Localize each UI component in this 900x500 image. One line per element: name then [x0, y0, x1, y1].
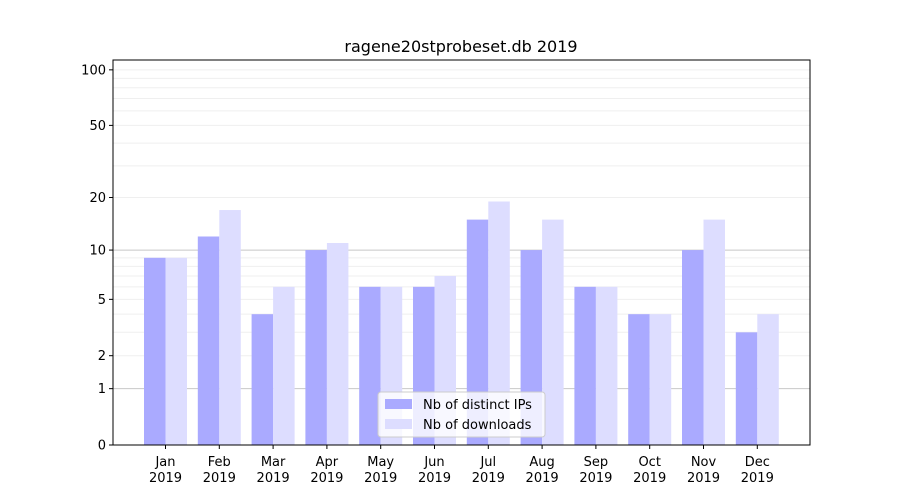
legend: Nb of distinct IPs Nb of downloads: [377, 391, 546, 438]
y-tick-label: 0: [98, 439, 106, 454]
bar-downloads: [326, 243, 349, 445]
bar-downloads: [595, 286, 618, 445]
bar-downloads: [488, 201, 510, 445]
chart-title: ragene20stprobeset.db 2019: [344, 37, 577, 56]
x-tick-label-month: Sep: [584, 455, 609, 470]
bar-distinct-ips: [628, 314, 650, 445]
bar-distinct-ips: [305, 250, 327, 445]
bar-downloads: [165, 257, 187, 445]
legend-swatch: [385, 399, 412, 409]
x-tick-label-month: May: [367, 455, 394, 470]
x-tick-label-year: 2019: [149, 471, 182, 486]
x-tick-label-month: Oct: [638, 455, 660, 470]
y-tick-label: 1: [98, 382, 106, 397]
legend-label: Nb of downloads: [423, 418, 532, 433]
x-tick-label-month: Feb: [208, 455, 231, 470]
y-tick-label: 20: [89, 191, 106, 206]
bar-downloads: [757, 314, 779, 445]
x-tick-label-month: Mar: [261, 455, 286, 470]
y-axis: 0 1 2 5 10 20 50 100: [81, 63, 113, 454]
bar-distinct-ips: [359, 286, 381, 445]
x-tick-label-year: 2019: [203, 471, 236, 486]
legend-box: [377, 391, 546, 438]
x-tick-label-year: 2019: [741, 471, 774, 486]
bar-downloads: [649, 314, 672, 445]
bar-downloads: [542, 219, 564, 445]
bar-distinct-ips: [197, 236, 220, 445]
bar-distinct-ips: [735, 332, 758, 445]
bar-distinct-ips: [466, 219, 489, 445]
bar-distinct-ips: [574, 286, 596, 445]
x-tick-label-month: Nov: [691, 455, 717, 470]
x-tick-label-year: 2019: [472, 471, 505, 486]
y-tick-label: 2: [98, 349, 106, 364]
x-tick-label-year: 2019: [257, 471, 290, 486]
bar-distinct-ips: [144, 257, 166, 445]
legend-label: Nb of distinct IPs: [423, 398, 532, 413]
y-tick-label: 10: [89, 244, 106, 259]
y-tick-label: 5: [98, 293, 106, 308]
bar-downloads: [219, 210, 241, 445]
bar-downloads: [273, 286, 295, 445]
x-tick-label-month: Apr: [316, 455, 339, 470]
legend-swatch: [385, 419, 412, 429]
bar-distinct-ips: [251, 314, 274, 445]
x-tick-label-year: 2019: [687, 471, 720, 486]
x-tick-label-month: Jul: [479, 455, 496, 470]
bar-distinct-ips: [682, 250, 704, 445]
y-tick-label: 100: [81, 63, 106, 78]
x-tick-label-year: 2019: [418, 471, 451, 486]
x-axis: Jan2019Feb2019Mar2019Apr2019May2019Jun20…: [149, 445, 774, 486]
x-tick-label-month: Aug: [529, 455, 554, 470]
x-tick-label-month: Dec: [745, 455, 770, 470]
x-tick-label-year: 2019: [633, 471, 666, 486]
x-tick-label-year: 2019: [579, 471, 612, 486]
plot-frame: [112, 59, 811, 446]
x-tick-label-year: 2019: [526, 471, 559, 486]
y-tick-label: 50: [89, 119, 106, 134]
x-tick-label-month: Jan: [154, 455, 175, 470]
bar-downloads: [703, 219, 725, 445]
x-tick-label-year: 2019: [310, 471, 343, 486]
x-tick-label-year: 2019: [364, 471, 397, 486]
x-tick-label-month: Jun: [423, 455, 444, 470]
